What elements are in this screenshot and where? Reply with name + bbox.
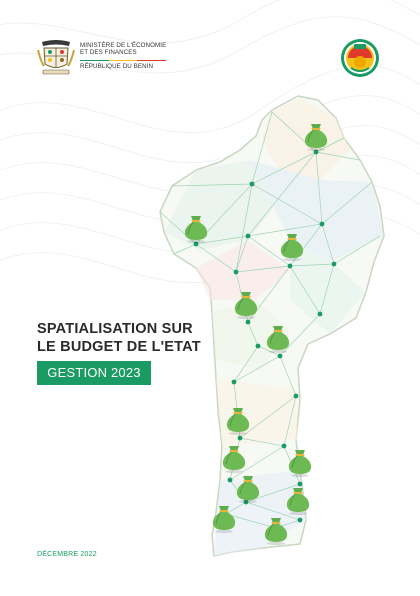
network-node <box>293 393 299 399</box>
publication-date: DÉCEMBRE 2022 <box>37 551 97 558</box>
country-name: RÉPUBLIQUE DU BENIN <box>80 63 154 71</box>
network-node <box>297 481 303 487</box>
network-node <box>231 379 237 385</box>
network-node <box>277 353 283 359</box>
network-node <box>297 517 303 523</box>
network-node <box>249 181 255 187</box>
year-badge: GESTION 2023 <box>37 361 151 385</box>
page-title: SPATIALISATION SUR LE BUDGET DE L'ETAT <box>37 320 201 356</box>
network-node <box>317 311 323 317</box>
ministry-seal-logo <box>341 39 379 77</box>
title-line-1: SPATIALISATION SUR <box>37 321 193 337</box>
flag-rule <box>80 59 167 62</box>
benin-coat-of-arms-logo <box>37 40 75 75</box>
ministry-line-1: MINISTÈRE DE L'ÉCONOMIE <box>80 42 167 49</box>
network-node <box>227 477 233 483</box>
network-node <box>255 343 261 349</box>
network-node <box>319 221 325 227</box>
network-node <box>245 233 251 239</box>
ministry-line-2: ET DES FINANCES <box>80 49 137 57</box>
title-line-2: LE BUDGET DE L'ETAT <box>37 339 201 355</box>
ministry-block: MINISTÈRE DE L'ÉCONOMIE ET DES FINANCES … <box>80 42 166 71</box>
network-node <box>281 443 287 449</box>
network-node <box>237 435 243 441</box>
network-node <box>245 319 251 325</box>
network-node <box>331 261 337 267</box>
network-node <box>233 269 239 275</box>
network-node <box>287 263 293 269</box>
